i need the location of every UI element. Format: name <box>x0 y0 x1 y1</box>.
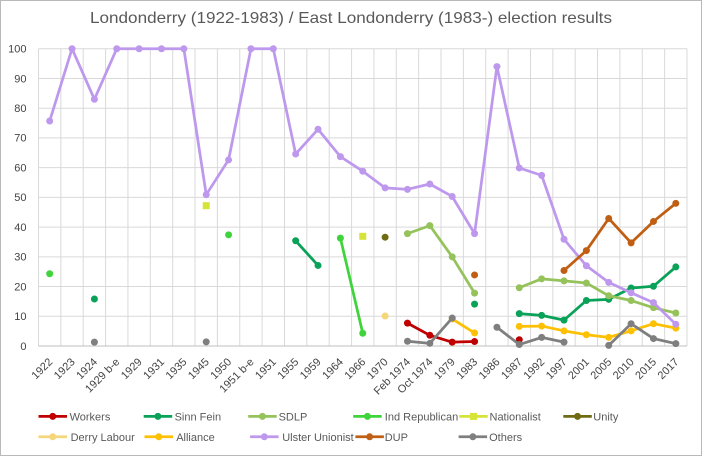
svg-text:60: 60 <box>14 162 26 174</box>
svg-text:100: 100 <box>8 44 26 56</box>
svg-text:70: 70 <box>14 133 26 145</box>
svg-text:50: 50 <box>14 192 26 204</box>
svg-text:Ind Republican: Ind Republican <box>385 411 458 423</box>
svg-text:30: 30 <box>14 252 26 264</box>
svg-text:Others: Others <box>489 432 523 444</box>
svg-text:Londonderry (1922-1983) / East: Londonderry (1922-1983) / East Londonder… <box>90 10 612 27</box>
svg-text:90: 90 <box>14 73 26 85</box>
svg-text:Sinn Fein: Sinn Fein <box>175 411 221 423</box>
svg-text:10: 10 <box>14 311 26 323</box>
svg-text:20: 20 <box>14 281 26 293</box>
svg-text:Nationalist: Nationalist <box>490 411 541 423</box>
svg-text:Ulster Unionist: Ulster Unionist <box>282 432 354 444</box>
svg-text:40: 40 <box>14 222 26 234</box>
svg-text:Alliance: Alliance <box>176 432 215 444</box>
svg-text:80: 80 <box>14 103 26 115</box>
svg-text:Derry Labour: Derry Labour <box>71 432 136 444</box>
svg-text:DUP: DUP <box>385 432 408 444</box>
svg-text:0: 0 <box>20 341 26 353</box>
svg-text:Workers: Workers <box>70 411 111 423</box>
svg-text:Unity: Unity <box>593 411 619 423</box>
svg-text:SDLP: SDLP <box>279 411 308 423</box>
